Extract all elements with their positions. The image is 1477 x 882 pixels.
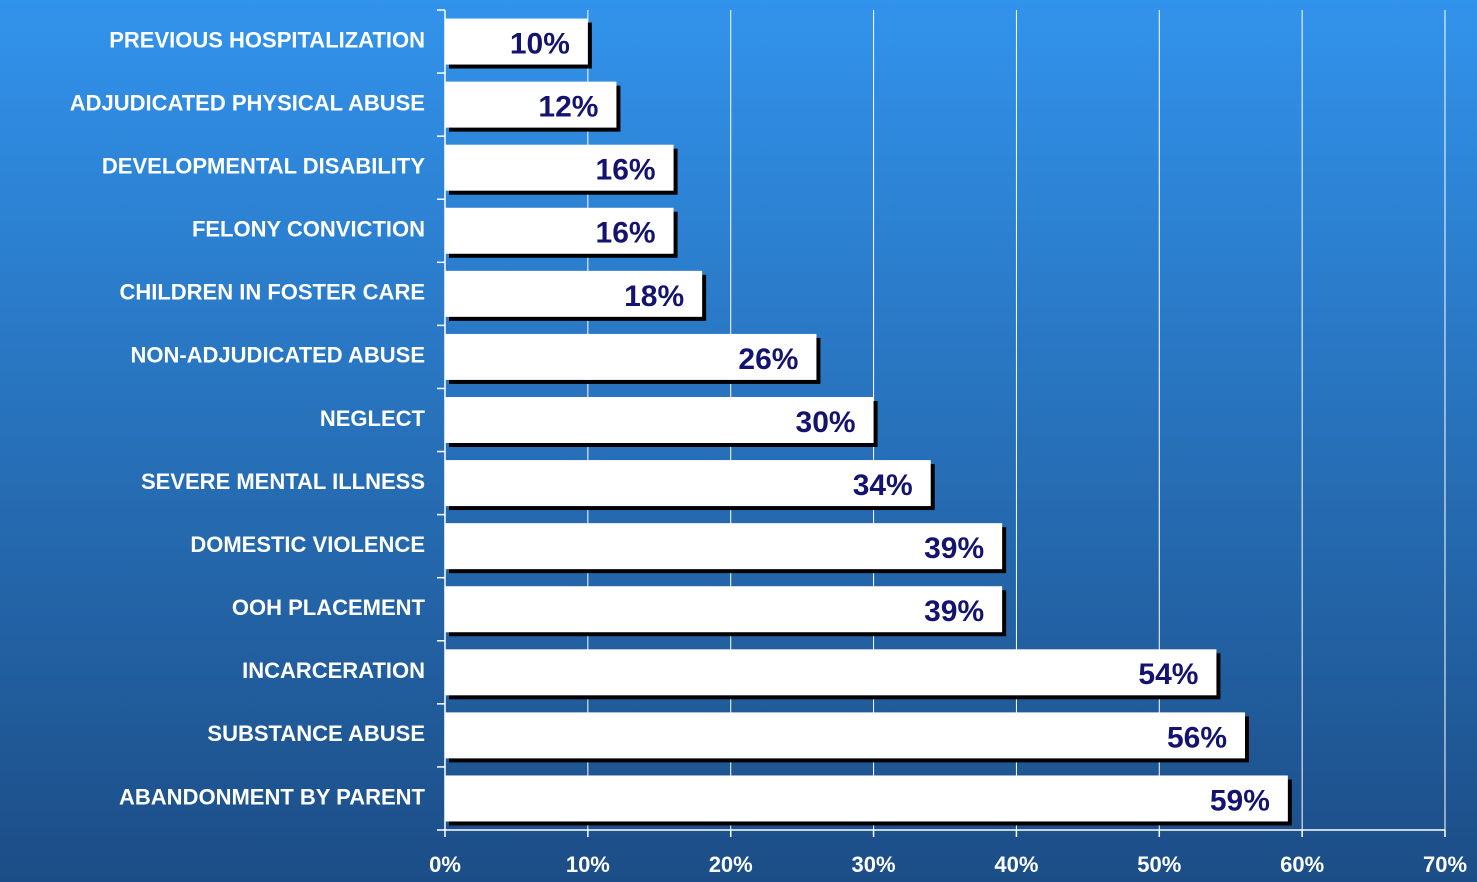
x-tick-label: 10% bbox=[566, 852, 610, 877]
y-tick-label: NEGLECT bbox=[320, 406, 426, 431]
value-label: 10% bbox=[510, 27, 570, 60]
value-label: 16% bbox=[596, 217, 656, 250]
y-tick-label: FELONY CONVICTION bbox=[192, 217, 425, 242]
bar bbox=[445, 81, 617, 128]
bar bbox=[445, 144, 674, 191]
value-label: 59% bbox=[1210, 784, 1270, 817]
bar bbox=[445, 18, 588, 65]
x-tick-label: 0% bbox=[429, 852, 461, 877]
bar bbox=[445, 586, 1003, 633]
x-tick-label: 70% bbox=[1423, 852, 1467, 877]
x-tick-label: 40% bbox=[994, 852, 1038, 877]
y-tick-label: OOH PLACEMENT bbox=[232, 595, 426, 620]
y-tick-label: INCARCERATION bbox=[242, 658, 425, 683]
bar bbox=[445, 523, 1003, 570]
x-tick-label: 30% bbox=[852, 852, 896, 877]
bar bbox=[445, 649, 1217, 696]
y-tick-label: PREVIOUS HOSPITALIZATION bbox=[109, 27, 425, 52]
bar bbox=[445, 207, 674, 254]
value-label: 26% bbox=[738, 343, 798, 376]
value-label: 30% bbox=[796, 406, 856, 439]
bar bbox=[445, 460, 931, 507]
y-tick-label: CHILDREN IN FOSTER CARE bbox=[119, 280, 425, 305]
value-label: 39% bbox=[924, 595, 984, 628]
y-tick-label: DEVELOPMENTAL DISABILITY bbox=[102, 154, 425, 179]
value-label: 54% bbox=[1138, 658, 1198, 691]
value-label: 16% bbox=[596, 154, 656, 187]
value-label: 39% bbox=[924, 532, 984, 565]
y-tick-label: DOMESTIC VIOLENCE bbox=[190, 532, 425, 557]
y-tick-label: NON-ADJUDICATED ABUSE bbox=[130, 343, 425, 368]
bar bbox=[445, 270, 703, 317]
y-tick-label: ABANDONMENT BY PARENT bbox=[119, 784, 426, 809]
bar bbox=[445, 775, 1288, 822]
y-tick-label: SEVERE MENTAL ILLNESS bbox=[141, 469, 425, 494]
value-label: 18% bbox=[624, 280, 684, 313]
bar bbox=[445, 712, 1245, 759]
x-tick-label: 50% bbox=[1137, 852, 1181, 877]
x-tick-label: 60% bbox=[1280, 852, 1324, 877]
x-tick-label: 20% bbox=[709, 852, 753, 877]
value-label: 34% bbox=[853, 469, 913, 502]
y-tick-label: ADJUDICATED PHYSICAL ABUSE bbox=[70, 90, 425, 115]
value-label: 12% bbox=[538, 91, 598, 124]
bar bbox=[445, 333, 817, 380]
value-label: 56% bbox=[1167, 721, 1227, 754]
y-tick-label: SUBSTANCE ABUSE bbox=[207, 721, 425, 746]
bar bbox=[445, 397, 874, 443]
